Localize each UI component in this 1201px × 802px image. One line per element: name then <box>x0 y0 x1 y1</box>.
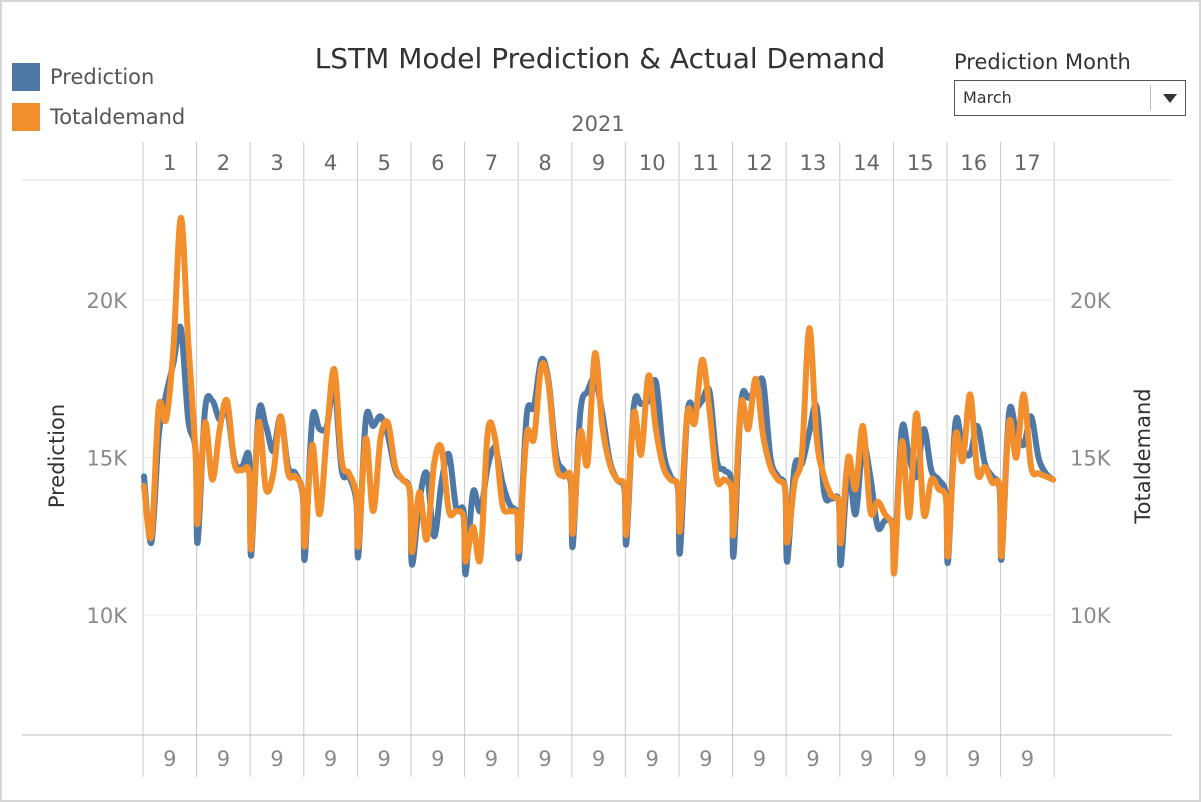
panel-footer-label: 9 <box>806 747 819 771</box>
legend-item-totaldemand[interactable]: Totaldemand <box>12 97 185 137</box>
panel-header-15: 15 <box>907 151 934 175</box>
panel-dividers <box>142 142 1055 777</box>
panel-footer-label: 9 <box>270 747 283 771</box>
panel-header-7: 7 <box>485 151 498 175</box>
y-left-tick-label: 15K <box>87 447 129 471</box>
panel-header-17: 17 <box>1014 151 1041 175</box>
panel-header-3: 3 <box>270 151 283 175</box>
panel-footer-label: 9 <box>431 747 444 771</box>
legend-swatch-totaldemand <box>12 103 40 131</box>
y-axis-left-title: Prediction <box>45 404 69 508</box>
panel-header-labels: 1 2 3 4 5 6 7 8 9 10 11 12 13 14 15 16 17 <box>163 151 1041 175</box>
panel-footer-label: 9 <box>967 747 980 771</box>
panel-header-13: 13 <box>800 151 827 175</box>
panel-footer-label: 9 <box>538 747 551 771</box>
panel-header-2: 2 <box>217 151 230 175</box>
y-left-tick-label: 20K <box>87 289 129 313</box>
panel-footer-label: 9 <box>592 747 605 771</box>
panel-footer-label: 9 <box>1021 747 1034 771</box>
column-header-year: 2021 <box>571 112 624 136</box>
legend-swatch-prediction <box>12 63 40 91</box>
panel-footer-label: 9 <box>753 747 766 771</box>
prediction-month-filter: Prediction Month March <box>954 50 1186 116</box>
prediction-month-dropdown[interactable]: March <box>954 80 1186 116</box>
chevron-down-icon[interactable] <box>1163 94 1177 103</box>
panel-footer-label: 9 <box>163 747 176 771</box>
panel-header-16: 16 <box>960 151 987 175</box>
legend-item-prediction[interactable]: Prediction <box>12 57 185 97</box>
panel-header-5: 5 <box>378 151 391 175</box>
panel-footer-labels: 9 9 9 9 9 9 9 9 9 9 9 9 9 9 9 9 9 <box>163 747 1034 771</box>
panel-header-4: 4 <box>324 151 337 175</box>
panel-footer-label: 9 <box>324 747 337 771</box>
panel-header-10: 10 <box>639 151 666 175</box>
panel-footer-label: 9 <box>485 747 498 771</box>
legend: Prediction Totaldemand <box>12 57 185 137</box>
y-axis-left: 10K 15K 20K <box>87 289 129 628</box>
y-left-tick-label: 10K <box>87 604 129 628</box>
panel-header-1: 1 <box>163 151 176 175</box>
dropdown-divider <box>1150 85 1151 111</box>
grid-lines <box>22 179 1172 736</box>
panel-footer-label: 9 <box>914 747 927 771</box>
panel-header-11: 11 <box>692 151 719 175</box>
panel-footer-label: 9 <box>860 747 873 771</box>
panel-header-12: 12 <box>746 151 773 175</box>
y-right-tick-label: 15K <box>1070 447 1112 471</box>
panel-header-14: 14 <box>853 151 880 175</box>
chart-title: LSTM Model Prediction & Actual Demand <box>315 42 886 75</box>
panel-header-9: 9 <box>592 151 605 175</box>
panel-footer-label: 9 <box>646 747 659 771</box>
panel-footer-label: 9 <box>217 747 230 771</box>
y-right-tick-label: 20K <box>1070 289 1112 313</box>
panel-header-8: 8 <box>538 151 551 175</box>
y-axis-right: 10K 15K 20K <box>1070 289 1112 628</box>
y-right-tick-label: 10K <box>1070 604 1112 628</box>
legend-label-prediction: Prediction <box>50 65 155 89</box>
panel-footer-label: 9 <box>699 747 712 771</box>
legend-label-totaldemand: Totaldemand <box>50 105 186 129</box>
panel-header-6: 6 <box>431 151 444 175</box>
series-lines <box>141 214 1057 578</box>
panel-footer-label: 9 <box>378 747 391 771</box>
filter-title: Prediction Month <box>954 50 1131 74</box>
y-axis-right-title: Totaldemand <box>1131 388 1155 524</box>
dropdown-selected-value: March <box>963 88 1012 107</box>
series-line-totaldemand <box>141 214 1057 577</box>
